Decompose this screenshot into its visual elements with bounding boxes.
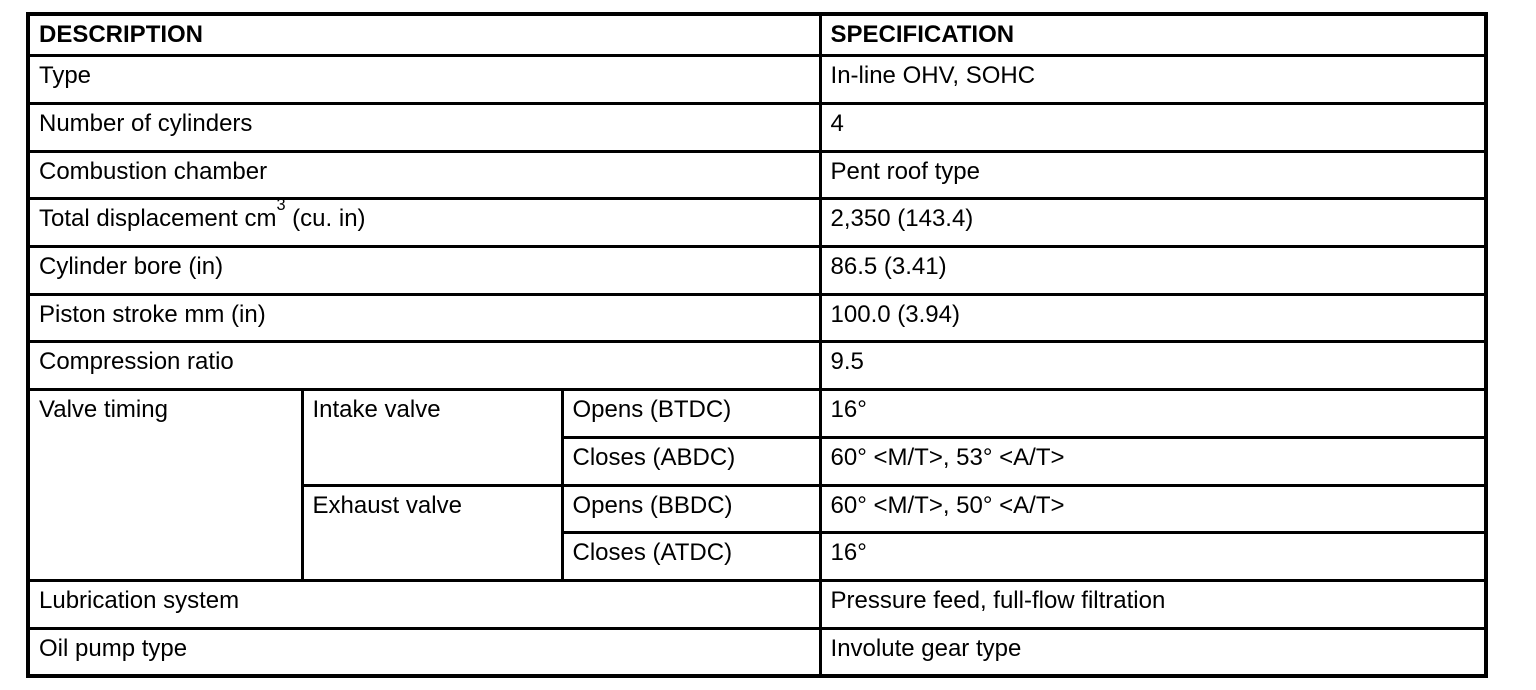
specification-cell: 16° [818,388,1488,439]
event-label-cell: Closes (ABDC) [560,435,822,487]
specification-cell: Involute gear type [818,626,1488,678]
table-row-compression-ratio: Compression ratio 9.5 [26,340,1488,392]
table-row-displacement: Total displacement cm3 (cu. in) 2,350 (1… [26,197,1488,248]
specification-cell: In-line OHV, SOHC [818,54,1488,105]
description-cell: Cylinder bore (in) [26,245,822,296]
description-text: (cu. in) [285,205,366,233]
specification-cell: 9.5 [818,340,1488,392]
event-label-cell: Closes (ATDC) [560,531,822,583]
specification-cell: Pressure feed, full-flow filtration [818,579,1488,630]
specification-cell: 4 [818,101,1488,153]
description-cell: Piston stroke mm (in) [26,292,822,344]
superscript-3: 3 [276,198,286,214]
description-cell: Lubrication system [26,579,822,630]
specification-cell: 60° <M/T>, 50° <A/T> [818,483,1488,535]
column-header-specification: SPECIFICATION [818,12,1488,58]
table-row-type: Type In-line OHV, SOHC [26,54,1488,105]
description-text: Total displacement cm [39,205,277,233]
specification-cell: 60° <M/T>, 53° <A/T> [818,435,1488,487]
specification-cell: 100.0 (3.94) [818,292,1488,344]
exhaust-valve-label-cell: Exhaust valve [300,483,564,583]
table-header-row: DESCRIPTION SPECIFICATION [26,12,1488,58]
table-row-cylinder-bore: Cylinder bore (in) 86.5 (3.41) [26,245,1488,296]
description-cell: Total displacement cm3 (cu. in) [26,197,822,248]
specification-cell: 86.5 (3.41) [818,245,1488,296]
table-row-valve-timing-intake-closes: Closes (ABDC) 60° <M/T>, 53° <A/T> [28,435,1488,487]
specification-cell: Pent roof type [818,149,1488,201]
table-row-combustion-chamber: Combustion chamber Pent roof type [26,149,1488,201]
valve-timing-label-cell: Valve timing [26,388,304,583]
table-row-valve-timing-exhaust-closes: Closes (ATDC) 16° [28,531,1488,583]
event-label-cell: Opens (BBDC) [560,483,822,535]
table-row-piston-stroke: Piston stroke mm (in) 100.0 (3.94) [26,292,1488,344]
description-cell: Oil pump type [26,626,822,678]
description-cell: Type [26,54,822,105]
table-row-cylinders: Number of cylinders 4 [26,101,1488,153]
column-header-description: DESCRIPTION [26,12,822,58]
description-cell: Compression ratio [26,340,822,392]
intake-valve-label-cell: Intake valve [300,388,564,487]
description-cell: Combustion chamber [26,149,822,201]
table-row-valve-timing-intake-opens: Valve timing Intake valve Opens (BTDC) 1… [26,388,1488,583]
event-label-cell: Opens (BTDC) [560,388,822,439]
table-row-oil-pump-type: Oil pump type Involute gear type [26,626,1488,678]
table-row-valve-timing-exhaust-opens: Exhaust valve Opens (BBDC) 60° <M/T>, 50… [28,483,1488,583]
specification-cell: 2,350 (143.4) [818,197,1488,248]
engine-specification-table: DESCRIPTION SPECIFICATION Type In-line O… [26,12,1489,678]
table-row-lubrication-system: Lubrication system Pressure feed, full-f… [26,579,1488,630]
description-cell: Number of cylinders [26,101,822,153]
specification-cell: 16° [818,531,1488,583]
